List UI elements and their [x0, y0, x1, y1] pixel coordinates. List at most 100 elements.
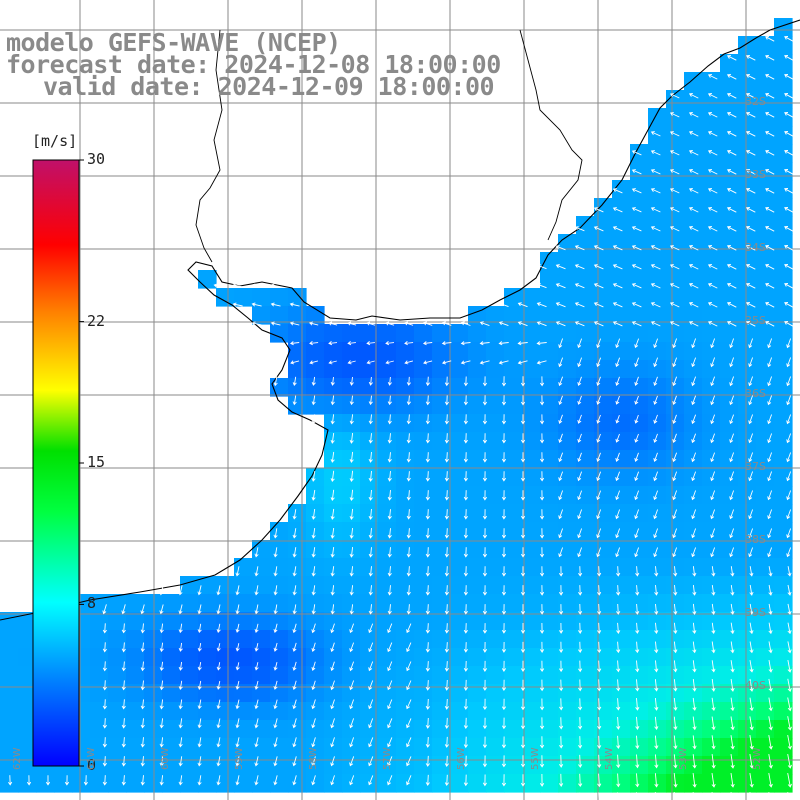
wind-arrow	[612, 302, 623, 308]
wind-arrow	[593, 207, 604, 213]
wind-arrow	[745, 93, 756, 99]
wind-arrow	[441, 321, 452, 326]
speed-cell	[666, 576, 685, 595]
wind-arrow	[616, 698, 621, 711]
wind-arrow	[707, 188, 718, 194]
speed-cell	[720, 486, 739, 505]
speed-cell	[720, 702, 739, 721]
wind-arrow	[673, 566, 678, 577]
wind-arrow	[730, 792, 733, 800]
wind-arrow	[387, 661, 393, 672]
speed-cell	[378, 630, 397, 649]
wind-arrow	[425, 509, 430, 520]
wind-arrow	[498, 341, 509, 346]
wind-arrow	[707, 112, 718, 118]
speed-cell	[396, 396, 415, 415]
speed-cell	[774, 288, 793, 307]
wind-arrow	[311, 623, 316, 634]
speed-cell	[288, 540, 307, 559]
speed-cell	[648, 558, 667, 577]
speed-cell	[342, 648, 361, 667]
speed-cell	[270, 630, 289, 649]
latitude-label: 40S	[745, 679, 766, 692]
wind-arrow	[178, 623, 183, 634]
wind-arrow	[404, 321, 414, 326]
speed-cell	[576, 684, 595, 703]
speed-cell	[504, 738, 523, 757]
wind-arrow	[387, 566, 392, 577]
speed-cell	[612, 558, 631, 577]
speed-cell	[774, 414, 793, 433]
wind-arrow	[612, 226, 623, 232]
wind-arrow	[292, 509, 297, 520]
wind-arrow	[729, 357, 735, 368]
speed-cell	[288, 504, 307, 523]
wind-arrow	[765, 302, 775, 308]
speed-cell	[558, 324, 577, 343]
wind-arrow	[539, 414, 545, 425]
speed-cell	[378, 684, 397, 703]
forecast-date: forecast date: 2024-12-08 18:00:00	[6, 50, 501, 79]
speed-cell	[594, 468, 613, 487]
wind-arrow	[425, 717, 430, 729]
wind-arrow	[142, 794, 144, 800]
wind-arrow	[616, 716, 621, 730]
speed-cell	[684, 234, 703, 253]
speed-cell	[234, 576, 253, 595]
speed-cell	[126, 630, 145, 649]
speed-cell	[216, 756, 235, 775]
wind-arrow	[482, 698, 487, 711]
wind-arrow	[597, 735, 602, 749]
wind-arrow	[520, 698, 526, 711]
wind-arrow	[368, 376, 373, 386]
speed-cell	[576, 270, 595, 289]
wind-arrow	[311, 718, 316, 729]
speed-cell	[738, 774, 757, 793]
speed-cell	[756, 270, 775, 289]
speed-cell	[126, 774, 145, 793]
speed-cell	[396, 432, 415, 451]
speed-cell	[396, 576, 415, 595]
wind-arrow	[159, 642, 164, 653]
speed-cell	[126, 738, 145, 757]
wind-arrow	[574, 283, 585, 289]
wind-arrow	[710, 357, 716, 368]
speed-cell	[288, 738, 307, 757]
wind-arrow	[425, 471, 430, 482]
wind-arrow	[707, 150, 718, 156]
speed-cell	[612, 198, 631, 217]
speed-cell	[558, 774, 577, 793]
wind-arrow	[577, 376, 582, 386]
wind-arrow	[784, 302, 794, 308]
wind-arrow	[520, 755, 526, 768]
speed-cell	[702, 702, 721, 721]
speed-cell	[18, 738, 37, 757]
speed-cell	[216, 720, 235, 739]
wind-arrow	[653, 414, 658, 424]
wind-arrow	[653, 395, 658, 405]
wind-arrow	[290, 360, 300, 365]
speed-cell	[396, 648, 415, 667]
wind-arrow	[501, 490, 507, 501]
speed-cell	[684, 126, 703, 145]
speed-cell	[306, 630, 325, 649]
wind-arrow	[368, 489, 373, 501]
wind-arrow	[292, 756, 297, 767]
wind-arrow	[387, 775, 393, 786]
speed-cell	[774, 612, 793, 631]
speed-cell	[270, 522, 289, 541]
wind-arrow	[654, 791, 657, 800]
speed-cell	[306, 558, 325, 577]
speed-cell	[738, 324, 757, 343]
wind-arrow	[292, 395, 297, 406]
wind-arrow	[425, 680, 430, 691]
wind-arrow	[159, 756, 164, 767]
wind-arrow	[688, 226, 699, 232]
speed-cell	[396, 738, 415, 757]
wind-arrow	[631, 188, 642, 194]
speed-cell	[378, 504, 397, 523]
speed-cell	[468, 594, 487, 613]
speed-cell	[486, 702, 505, 721]
